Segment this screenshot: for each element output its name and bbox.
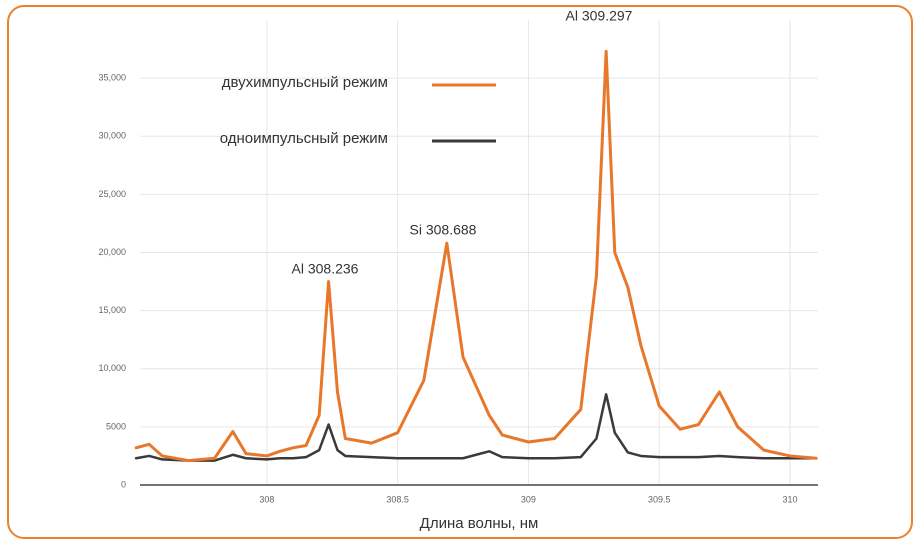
x-tick-label: 310 [782,494,797,504]
y-tick-label: 30,000 [98,131,126,141]
x-tick-label: 308 [259,494,274,504]
series-line [134,49,818,463]
annotation: Al 309.297 [566,8,633,24]
y-tick-label: 25,000 [98,189,126,199]
x-tick-label: 309 [521,494,536,504]
y-tick-label: 10,000 [98,363,126,373]
annotation: Si 308.688 [410,222,477,238]
frame [7,5,913,539]
series-line [134,393,818,462]
x-axis-title: Длина волны, нм [420,515,539,532]
legend-label: одноимпульсный режим [220,130,388,147]
y-tick-label: 35,000 [98,73,126,83]
y-tick-label: 15,000 [98,305,126,315]
annotation: Al 308.236 [292,261,359,277]
y-tick-label: 20,000 [98,247,126,257]
x-tick-label: 309.5 [648,494,671,504]
y-tick-label: 5000 [106,421,126,431]
y-tick-label: 0 [121,479,126,489]
x-tick-label: 308.5 [386,494,409,504]
legend-label: двухимпульсный режим [222,74,388,91]
